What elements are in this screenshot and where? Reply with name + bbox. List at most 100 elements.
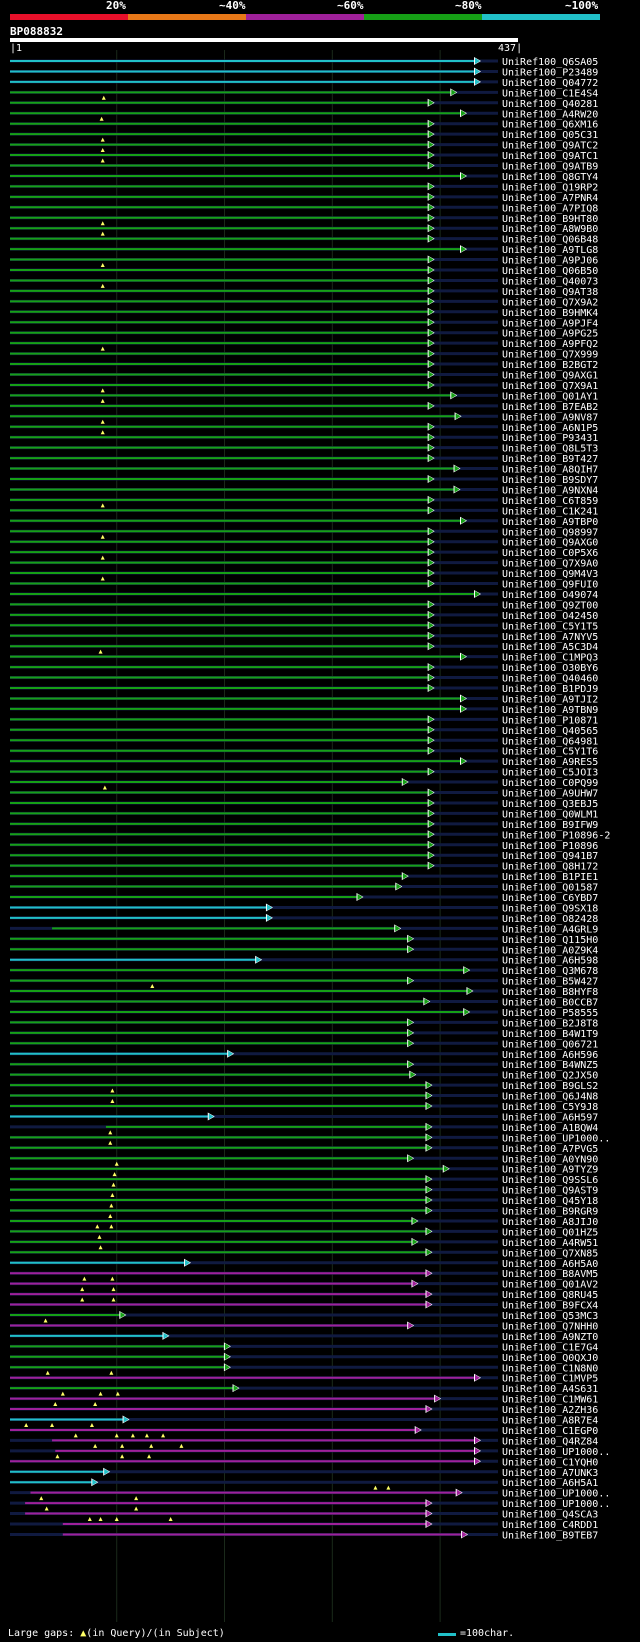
gap-marker: [114, 1161, 119, 1166]
gap-marker: [100, 231, 105, 236]
hit-arrow-fill: [428, 267, 434, 273]
gap-marker: [100, 419, 105, 424]
hit-label: UniRef100_P10896-2: [502, 830, 610, 841]
hit-label: UniRef100_C5Y1T5: [502, 621, 598, 632]
hit-label: UniRef100_A1BQW4: [502, 1123, 598, 1134]
gap-marker: [108, 1130, 113, 1135]
legend-query-label: (in Query)/: [86, 1628, 153, 1639]
hit-arrow-fill: [428, 570, 434, 577]
scale-segment-red: [10, 14, 128, 20]
hit-label: UniRef100_B9SDY7: [502, 475, 598, 486]
hit-label: UniRef100_Q3EBJ5: [502, 799, 598, 810]
hit-arrow-fill: [428, 580, 434, 587]
hit-label: UniRef100_Q98997: [502, 527, 598, 538]
scale-segment-cyan: [482, 14, 600, 20]
hit-label: UniRef100_Q9ATB9: [502, 162, 598, 173]
gap-marker: [102, 785, 107, 790]
hit-arrow-fill: [408, 1155, 414, 1162]
hit-arrow-fill: [426, 1301, 432, 1308]
hit-label: UniRef100_Q115H0: [502, 935, 598, 946]
hit-label: UniRef100_A0Z9K4: [502, 945, 598, 956]
hit-arrow-fill: [426, 1176, 432, 1183]
hit-arrow-fill: [428, 507, 434, 514]
hit-label: UniRef100_Q45Y18: [502, 1196, 598, 1207]
hit-label: UniRef100_A9NZT0: [502, 1332, 598, 1343]
hit-label: UniRef100_Q04772: [502, 78, 598, 89]
hit-arrow-fill: [428, 131, 434, 138]
hit-arrow-fill: [402, 779, 408, 786]
hit-arrow-fill: [185, 1259, 191, 1266]
gap-marker: [53, 1402, 58, 1407]
hit-arrow-fill: [475, 1374, 480, 1381]
gap-marker: [110, 1088, 115, 1093]
hit-label: UniRef100_Q8H172: [502, 862, 598, 873]
scale-label-100: ~100%: [565, 0, 599, 12]
hit-label: UniRef100_UP1000..: [502, 1499, 610, 1510]
hit-arrow-fill: [460, 110, 466, 117]
hit-label: UniRef100_B0CCB7: [502, 998, 598, 1009]
hit-arrow-fill: [456, 1489, 462, 1496]
hit-label: UniRef100_A7NYV5: [502, 632, 598, 643]
scale-line-icon: [438, 1633, 456, 1636]
hit-arrow-fill: [92, 1479, 98, 1486]
hit-label: UniRef100_Q7X999: [502, 350, 598, 361]
gap-marker: [386, 1485, 391, 1490]
hit-arrow-fill: [428, 768, 434, 775]
hit-label: UniRef100_C1E4S4: [502, 88, 598, 99]
gap-marker: [110, 1193, 115, 1198]
gap-marker: [179, 1443, 184, 1448]
gap-marker: [98, 1517, 103, 1521]
hit-arrow-fill: [428, 496, 434, 503]
hit-label: UniRef100_B2BGT2: [502, 360, 598, 371]
hit-label: UniRef100_A6H596: [502, 1050, 598, 1061]
scale-segment-green: [364, 14, 482, 20]
gap-marker: [93, 1443, 98, 1448]
hit-arrow-fill: [428, 225, 434, 232]
hit-label: UniRef100_A9PJ06: [502, 256, 598, 267]
gap-marker: [87, 1517, 92, 1521]
hit-label: UniRef100_A8JIJ0: [502, 1217, 598, 1228]
hit-arrow-fill: [428, 99, 434, 106]
gap-marker: [98, 649, 103, 654]
hit-arrow-fill: [208, 1113, 214, 1120]
hit-arrow-fill: [426, 1406, 432, 1413]
hit-label: UniRef100_Q0QXJ0: [502, 1353, 598, 1364]
gap-marker: [100, 503, 105, 508]
hit-label: UniRef100_B8AVM5: [502, 1269, 598, 1280]
query-end: 437|: [498, 43, 523, 54]
hit-label: UniRef100_Q01AY1: [502, 391, 598, 402]
hit-arrow-fill: [224, 1364, 230, 1371]
hit-label: UniRef100_C0P5X6: [502, 548, 598, 559]
gap-marker: [80, 1297, 85, 1302]
gap-marker: [45, 1370, 50, 1375]
hit-arrow-fill: [428, 810, 434, 817]
hit-label: UniRef100_Q7XN85: [502, 1248, 598, 1259]
hit-arrow-fill: [120, 1312, 126, 1318]
hit-label: UniRef100_A9PJF4: [502, 318, 598, 329]
hit-arrow-fill: [428, 737, 434, 744]
hit-arrow-fill: [123, 1416, 129, 1423]
hit-arrow-fill: [428, 361, 434, 368]
hit-arrow-fill: [426, 1082, 432, 1089]
gap-marker: [134, 1496, 139, 1501]
hit-arrow-fill: [443, 1165, 449, 1172]
hit-label: UniRef100_P23489: [502, 67, 598, 78]
hit-label: UniRef100_UP1000..: [502, 1133, 610, 1144]
hit-arrow-fill: [408, 1040, 414, 1047]
hit-label: UniRef100_Q05C31: [502, 130, 598, 141]
hit-label: UniRef100_B9HT80: [502, 214, 598, 225]
hit-label: UniRef100_Q9AT38: [502, 287, 598, 298]
hit-arrow-fill: [475, 590, 480, 597]
hit-label: UniRef100_Q6J4N8: [502, 1092, 598, 1103]
hit-label: UniRef100_Q9ATC2: [502, 141, 598, 152]
hit-label: UniRef100_O82428: [502, 914, 598, 925]
gap-marker: [55, 1454, 60, 1459]
hit-label: UniRef100_A9PG25: [502, 329, 598, 340]
hit-arrow-fill: [428, 204, 434, 211]
hit-arrow-fill: [408, 1019, 414, 1026]
hit-label: UniRef100_B5W427: [502, 977, 598, 988]
gap-marker: [99, 116, 104, 121]
hit-arrow-fill: [256, 956, 262, 963]
hit-arrow-fill: [428, 611, 434, 618]
